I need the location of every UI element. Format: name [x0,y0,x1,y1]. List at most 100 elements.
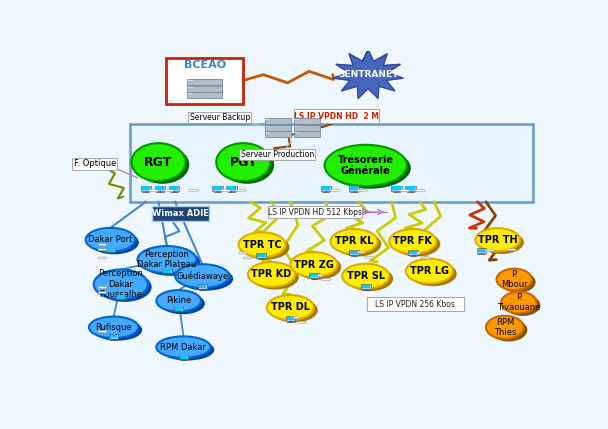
FancyBboxPatch shape [350,187,358,190]
Text: PGT: PGT [229,156,257,169]
FancyArrow shape [98,330,107,333]
FancyBboxPatch shape [294,124,320,131]
FancyArrow shape [508,248,516,251]
FancyBboxPatch shape [156,187,164,190]
FancyArrow shape [421,257,430,260]
Ellipse shape [179,267,233,290]
FancyArrow shape [236,189,246,192]
FancyBboxPatch shape [170,187,178,190]
FancyArrow shape [331,189,340,192]
Text: P.
Mbour: P. Mbour [501,270,528,289]
FancyBboxPatch shape [154,186,165,191]
FancyBboxPatch shape [286,316,295,321]
FancyBboxPatch shape [212,186,223,191]
FancyBboxPatch shape [264,118,291,124]
FancyBboxPatch shape [294,131,320,137]
Ellipse shape [271,298,318,323]
FancyArrow shape [400,189,410,192]
FancyBboxPatch shape [140,186,151,191]
Text: TPR ZG: TPR ZG [294,260,334,269]
FancyBboxPatch shape [406,186,416,191]
FancyBboxPatch shape [175,308,182,311]
FancyBboxPatch shape [257,254,265,257]
Ellipse shape [475,228,520,251]
Text: Trésorerie
Générale: Trésorerie Générale [338,154,394,176]
FancyBboxPatch shape [477,248,486,253]
FancyBboxPatch shape [409,251,416,254]
FancyArrow shape [98,248,107,251]
FancyArrow shape [239,251,247,254]
Ellipse shape [86,228,135,252]
Ellipse shape [220,146,274,184]
FancyBboxPatch shape [162,269,171,273]
Ellipse shape [294,255,341,280]
FancyBboxPatch shape [322,187,330,190]
FancyBboxPatch shape [309,273,319,278]
FancyArrow shape [98,291,107,294]
FancyArrow shape [244,257,252,260]
Text: LS IP VPDN 256 Kbos: LS IP VPDN 256 Kbos [375,299,455,308]
FancyArrow shape [291,316,300,319]
Ellipse shape [479,231,524,254]
Ellipse shape [89,230,139,254]
Text: TPR DL: TPR DL [271,302,310,312]
FancyBboxPatch shape [213,187,221,190]
FancyBboxPatch shape [187,85,223,92]
FancyBboxPatch shape [392,187,401,190]
Ellipse shape [331,229,378,254]
Ellipse shape [325,145,407,186]
Text: F. Optique: F. Optique [74,159,116,168]
Ellipse shape [156,336,210,358]
FancyBboxPatch shape [286,317,294,320]
FancyBboxPatch shape [165,58,243,104]
FancyBboxPatch shape [391,186,402,191]
Ellipse shape [89,317,139,338]
Text: LS IP VPDN HD 512 Kbps: LS IP VPDN HD 512 Kbps [268,208,362,217]
FancyBboxPatch shape [130,124,533,202]
FancyBboxPatch shape [163,269,171,273]
Ellipse shape [137,246,196,273]
Ellipse shape [160,293,205,314]
Text: Pikine: Pikine [166,296,192,305]
Ellipse shape [252,265,299,290]
Text: RGT: RGT [144,156,173,169]
FancyBboxPatch shape [408,250,418,255]
Text: Guédiawaye: Guédiawaye [176,272,229,281]
Ellipse shape [238,233,286,257]
FancyArrow shape [98,257,107,260]
FancyBboxPatch shape [227,187,236,190]
FancyArrow shape [314,274,323,277]
Ellipse shape [160,339,214,360]
Text: Rufisque: Rufisque [95,323,132,332]
FancyBboxPatch shape [117,295,125,299]
Ellipse shape [389,229,437,254]
FancyArrow shape [357,251,365,254]
FancyBboxPatch shape [477,249,485,252]
Text: LS IP VPDN HD  2 M: LS IP VPDN HD 2 M [294,112,379,121]
Text: Serveur Backup: Serveur Backup [190,113,250,122]
FancyBboxPatch shape [106,248,115,252]
Ellipse shape [505,294,541,316]
Ellipse shape [141,249,200,276]
Ellipse shape [334,232,381,257]
FancyBboxPatch shape [187,79,223,85]
Text: P.
Tivaouane: P. Tivaouane [497,293,541,312]
Ellipse shape [346,266,393,291]
Text: Wimax ADIE: Wimax ADIE [153,209,209,218]
Ellipse shape [156,290,201,311]
FancyBboxPatch shape [142,187,150,190]
FancyBboxPatch shape [198,285,206,288]
Ellipse shape [410,261,457,286]
FancyArrow shape [322,278,331,281]
FancyBboxPatch shape [264,131,291,137]
Text: TPR FK: TPR FK [393,236,432,246]
Ellipse shape [131,143,185,181]
Ellipse shape [94,269,148,299]
Ellipse shape [135,146,189,184]
FancyBboxPatch shape [198,284,207,289]
FancyArrow shape [358,189,368,192]
FancyBboxPatch shape [180,355,187,359]
Text: TPR SL: TPR SL [347,271,385,281]
FancyArrow shape [165,189,174,192]
Ellipse shape [328,148,411,189]
